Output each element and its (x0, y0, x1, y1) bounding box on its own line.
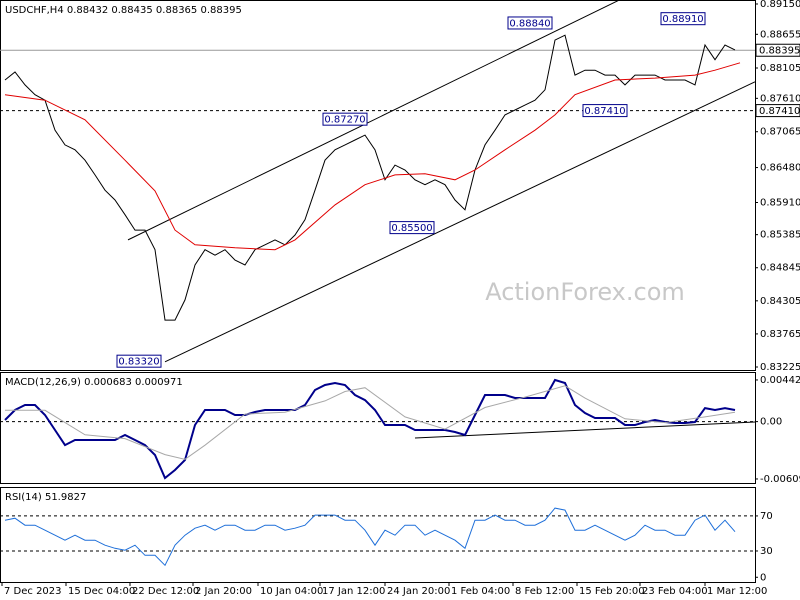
annotation-box (660, 12, 706, 26)
trend-line (414, 421, 756, 439)
y-tick-label: -0.006092 (760, 474, 800, 485)
y-tick-label: 0.84845 (760, 263, 800, 274)
annotation-label: 0.87270 (324, 115, 365, 126)
level-label: 0.88395 (759, 46, 800, 57)
y-tick-label: 0.89150 (760, 0, 800, 10)
trend-line (127, 0, 621, 241)
series-line (5, 385, 736, 460)
watermark: ActionForex.com (485, 278, 685, 306)
y-tick-label: 0.88655 (760, 29, 800, 40)
trend-line (164, 81, 756, 363)
x-tick-label: 23 Feb 04:00 (642, 586, 708, 597)
annotation-box (116, 354, 162, 368)
series-line (4, 378, 736, 480)
x-tick-label: 7 Dec 2023 (4, 586, 62, 597)
panel-title: USDCHF,H4 0.88432 0.88435 0.88365 0.8839… (5, 5, 242, 16)
level-box (755, 104, 800, 118)
annotation-label: 0.83320 (118, 357, 159, 368)
y-tick-label: 0.85385 (760, 230, 800, 241)
x-tick-label: 10 Jan 04:00 (260, 586, 323, 597)
panel-frame (0, 0, 756, 371)
series-line (4, 62, 741, 251)
x-tick-label: 1 Mar 12:00 (707, 586, 767, 597)
series-line (4, 507, 736, 567)
y-tick-label: 0.83765 (760, 329, 800, 340)
y-tick-label: 0.004425 (760, 375, 800, 386)
y-tick-label: 0.87065 (760, 127, 800, 138)
y-tick-label: 0.88105 (760, 63, 800, 74)
x-tick-label: 8 Feb 12:00 (515, 586, 574, 597)
y-tick-label: 70 (760, 511, 773, 522)
y-tick-label: 0.87610 (760, 93, 800, 104)
panel-title: RSI(14) 51.9827 (5, 492, 86, 503)
annotation-label: 0.88840 (509, 18, 550, 29)
annotation-label: 0.88910 (662, 14, 703, 25)
y-tick-label: 0 (760, 572, 766, 583)
annotation-label: 0.85500 (391, 223, 432, 234)
panel-frame (0, 372, 756, 484)
panel-title: MACD(12,26,9) 0.000683 0.000971 (5, 377, 183, 388)
y-tick-label: 0.00 (760, 417, 782, 428)
y-tick-label: 30 (760, 546, 773, 557)
x-tick-label: 1 Feb 04:00 (451, 586, 510, 597)
y-tick-label: 0.85910 (760, 197, 800, 208)
x-tick-label: 24 Jan 20:00 (387, 586, 450, 597)
x-tick-label: 17 Jan 12:00 (322, 586, 385, 597)
x-tick-label: 15 Feb 20:00 (579, 586, 645, 597)
annotation-box (582, 104, 628, 118)
panel-frame (0, 487, 756, 583)
x-tick-label: 2 Jan 20:00 (195, 586, 252, 597)
x-tick-label: 22 Dec 12:00 (132, 586, 199, 597)
y-tick-label: 0.86480 (760, 163, 800, 174)
annotation-label: 0.87410 (584, 106, 625, 117)
annotation-box (322, 112, 368, 126)
annotation-box (507, 16, 553, 30)
annotation-box (389, 221, 435, 235)
x-tick-label: 15 Dec 04:00 (68, 586, 135, 597)
y-tick-label: 0.83225 (760, 362, 800, 373)
level-label: 0.87410 (759, 106, 800, 117)
level-box (755, 43, 800, 57)
y-tick-label: 0.84305 (760, 296, 800, 307)
series-line (4, 34, 736, 321)
